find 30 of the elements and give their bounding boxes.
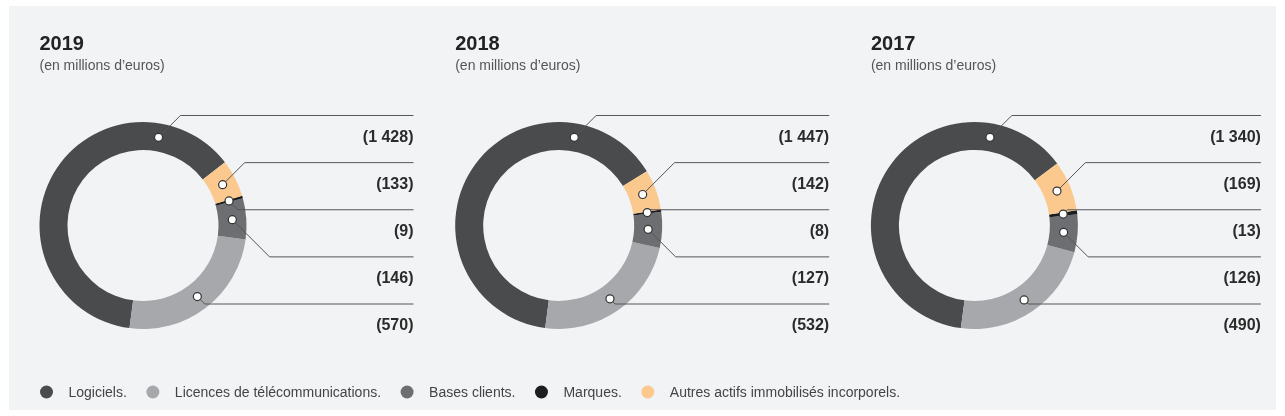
data-label: (570) xyxy=(376,316,414,333)
donut-slice xyxy=(129,235,246,329)
data-label: (8) xyxy=(809,221,830,239)
data-label: (169) xyxy=(1223,174,1261,192)
chart-subtitle: (en millions d’euros) xyxy=(455,57,581,73)
chart-title: 2019 xyxy=(39,32,84,54)
data-label: (13) xyxy=(1232,221,1261,239)
data-label: (146) xyxy=(376,268,414,286)
legend-label: Autres actifs immobilisés incorporels. xyxy=(669,384,901,400)
donut-slice xyxy=(960,245,1075,329)
data-label: (490) xyxy=(1223,316,1261,333)
data-label: (142) xyxy=(791,174,830,192)
chart-subtitle: (en millions d’euros) xyxy=(39,57,165,73)
donut-slice xyxy=(545,241,660,329)
legend-label: Logiciels. xyxy=(68,384,127,400)
data-label: (9) xyxy=(393,221,414,239)
data-label: (532) xyxy=(791,316,830,333)
legend-label: Bases clients. xyxy=(429,384,516,400)
data-label: (127) xyxy=(791,268,830,286)
data-label: (1 447) xyxy=(778,127,830,145)
data-label: (133) xyxy=(376,174,414,192)
donut-slice xyxy=(1034,163,1077,215)
data-label: (126) xyxy=(1223,268,1261,286)
legend-label: Marques. xyxy=(563,384,622,400)
chart-title: 2018 xyxy=(455,32,500,54)
data-label: (1 340) xyxy=(1210,127,1261,145)
legend-label: Licences de télécommunications. xyxy=(174,384,382,400)
data-label: (1 428) xyxy=(362,127,414,145)
chart-subtitle: (en millions d’euros) xyxy=(870,57,997,73)
chart-title: 2017 xyxy=(870,32,916,54)
